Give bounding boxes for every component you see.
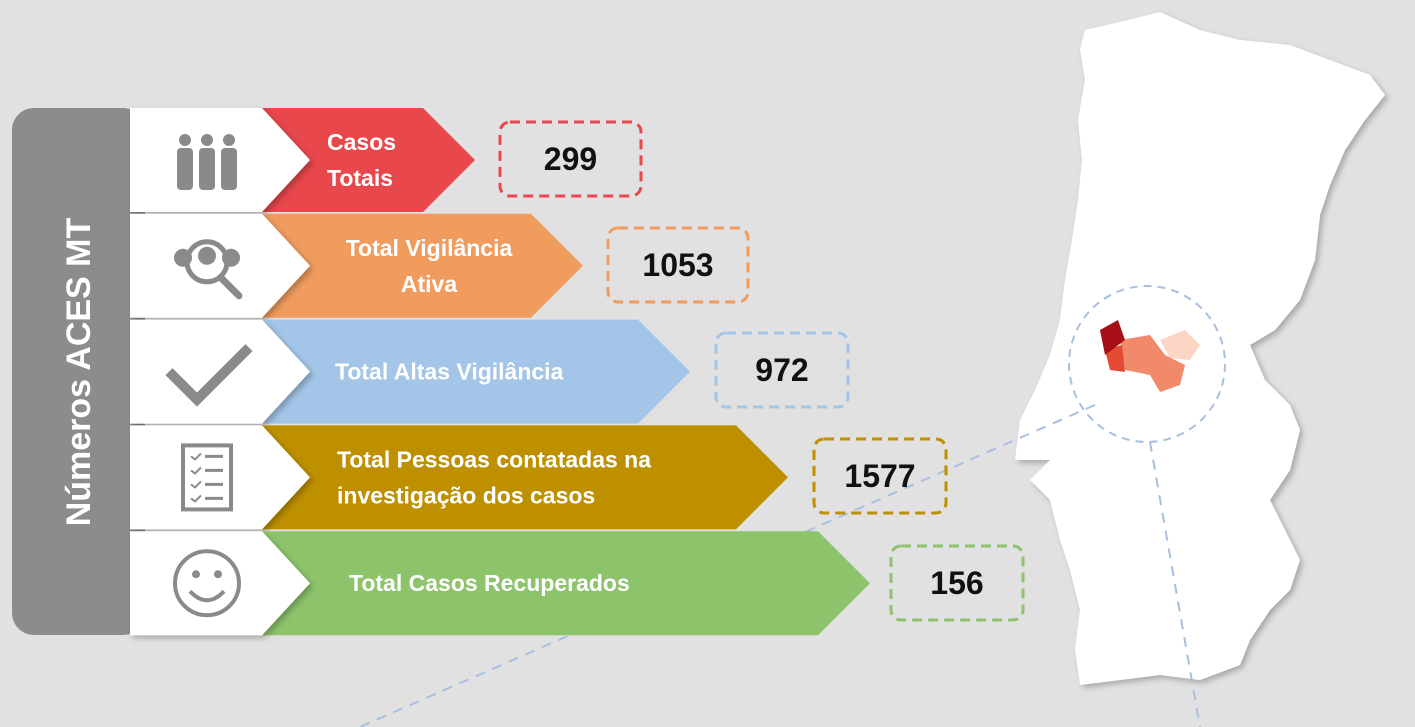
stat-row: Casos Totais 299 xyxy=(130,108,643,212)
checkmark-icon xyxy=(165,344,253,407)
smiley-icon xyxy=(173,549,241,618)
value-box xyxy=(812,437,948,515)
stat-value: 1053 xyxy=(642,247,713,283)
stat-arrow xyxy=(262,319,690,424)
stat-row: Total Pessoas contatadas na investigação … xyxy=(130,425,948,530)
stat-value: 299 xyxy=(544,141,597,177)
people-group-icon xyxy=(177,134,237,190)
stat-value: 156 xyxy=(930,565,983,601)
stat-arrow xyxy=(262,108,475,212)
stat-arrow xyxy=(262,531,870,636)
value-box xyxy=(889,544,1025,622)
map-region xyxy=(1160,330,1200,360)
side-title: Números ACES MT xyxy=(60,217,98,526)
stat-arrow xyxy=(262,213,583,318)
stat-label: investigação dos casos xyxy=(337,482,595,508)
people-search-icon xyxy=(174,239,243,300)
map-region xyxy=(1120,335,1185,392)
stat-value: 972 xyxy=(755,352,808,388)
stat-value: 1577 xyxy=(844,458,915,494)
stat-label: Total Pessoas contatadas na xyxy=(337,446,651,472)
icon-chevron xyxy=(130,108,310,212)
icon-chevron xyxy=(130,425,310,530)
icon-chevron xyxy=(130,531,310,636)
stat-row: Total Altas Vigilância 972 xyxy=(130,319,850,424)
value-box xyxy=(498,120,643,198)
stat-label: Totais xyxy=(327,165,393,191)
value-box xyxy=(714,331,850,409)
stat-label: Casos xyxy=(327,129,396,155)
stat-label: Total Vigilância xyxy=(346,235,513,261)
value-box xyxy=(606,226,750,304)
stat-label: Total Altas Vigilância xyxy=(335,359,564,385)
stat-arrow xyxy=(262,425,788,530)
map-region xyxy=(1105,345,1125,372)
checklist-icon xyxy=(181,443,233,512)
stat-row: Total Casos Recuperados 156 xyxy=(130,531,1025,636)
portugal-map xyxy=(359,12,1385,727)
stat-label: Total Casos Recuperados xyxy=(349,570,630,596)
side-panel xyxy=(12,108,145,635)
map-region xyxy=(1100,320,1125,355)
stat-label: Ativa xyxy=(401,271,457,297)
icon-chevron xyxy=(130,213,310,318)
stat-row: Total Vigilância Ativa 1053 xyxy=(130,213,750,318)
